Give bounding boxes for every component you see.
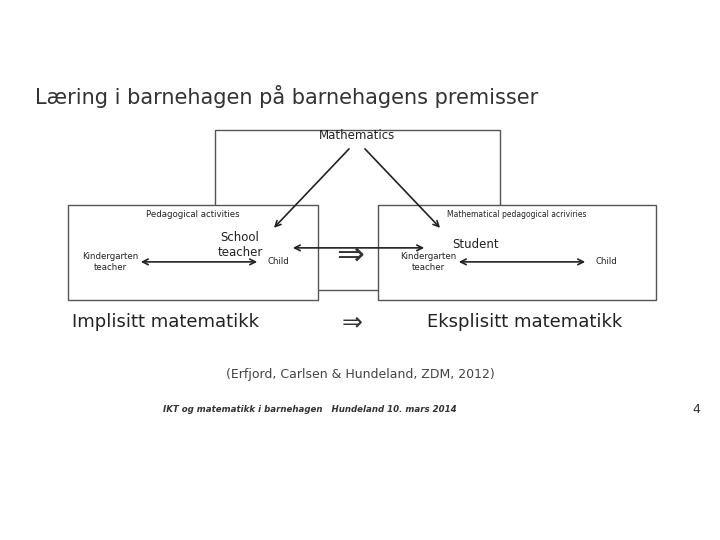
Text: Student: Student bbox=[453, 238, 499, 252]
Text: Child: Child bbox=[595, 258, 617, 266]
Text: School
teacher: School teacher bbox=[217, 231, 263, 259]
Text: Kindergarten
teacher: Kindergarten teacher bbox=[400, 252, 456, 272]
Bar bbox=[68, 205, 318, 300]
Text: 4: 4 bbox=[692, 403, 700, 416]
Text: Eksplisitt matematikk: Eksplisitt matematikk bbox=[428, 313, 623, 331]
Bar bbox=[378, 205, 656, 300]
Text: Mathematical pedagogical acriviries: Mathematical pedagogical acriviries bbox=[447, 210, 587, 219]
Text: Child: Child bbox=[267, 258, 289, 266]
Text: Læring i barnehagen på barnehagens premisser: Læring i barnehagen på barnehagens premi… bbox=[35, 85, 539, 108]
Text: ⇒: ⇒ bbox=[341, 310, 362, 334]
Bar bbox=[9, 8, 44, 57]
Text: Kindergarten
teacher: Kindergarten teacher bbox=[82, 252, 138, 272]
Text: IKT og matematikk i barnehagen   Hundeland 10. mars 2014: IKT og matematikk i barnehagen Hundeland… bbox=[163, 406, 456, 414]
Text: Mathematics: Mathematics bbox=[319, 129, 395, 142]
Text: ⇒: ⇒ bbox=[336, 238, 364, 272]
Text: (Erfjord, Carlsen & Hundeland, ZDM, 2012): (Erfjord, Carlsen & Hundeland, ZDM, 2012… bbox=[225, 368, 495, 381]
Text: UNIVERSITETET I AGDER: UNIVERSITETET I AGDER bbox=[54, 26, 225, 39]
Text: Implisitt matematikk: Implisitt matematikk bbox=[71, 313, 258, 331]
Bar bbox=[215, 130, 500, 290]
Text: Pedagogical activities: Pedagogical activities bbox=[146, 210, 240, 219]
